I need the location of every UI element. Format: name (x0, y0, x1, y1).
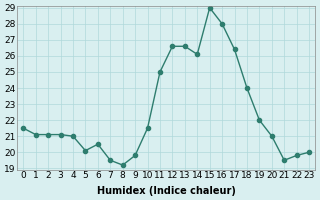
X-axis label: Humidex (Indice chaleur): Humidex (Indice chaleur) (97, 186, 236, 196)
